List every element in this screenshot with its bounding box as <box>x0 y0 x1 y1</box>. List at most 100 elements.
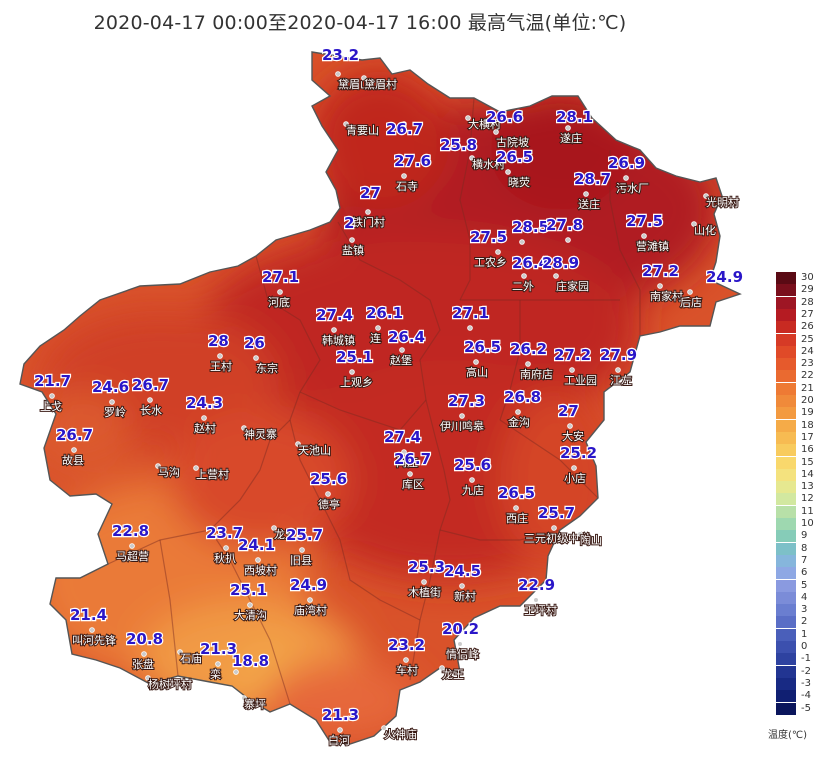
legend-swatch <box>776 530 796 543</box>
station-dot <box>295 441 301 447</box>
station-marker: 26.7 故县 <box>55 425 94 468</box>
legend-swatch <box>776 481 796 494</box>
station-dot <box>439 665 445 671</box>
station-name: 王村 <box>210 359 232 373</box>
legend-tick-label: 0 <box>801 641 808 652</box>
station-marker: 26 东宗 <box>243 333 279 376</box>
legend-swatch <box>776 567 796 580</box>
legend-tick-label: 28 <box>801 296 814 308</box>
station-dot <box>469 155 475 161</box>
station-name: 庙湾村 <box>294 603 327 617</box>
station-dot <box>623 175 629 181</box>
legend-tick-label: 4 <box>801 591 808 603</box>
station-marker: 黛眉村 <box>361 75 398 92</box>
station-marker: 20.2 情侣峰 <box>441 619 480 662</box>
legend-tick-label: 8 <box>801 542 808 554</box>
legend-swatch <box>776 554 796 567</box>
station-marker: 龙王 <box>271 525 297 542</box>
station-temperature: 2 <box>344 214 354 232</box>
legend-swatch <box>776 641 796 653</box>
station-marker: 27 铁门村 <box>351 183 386 230</box>
station-name: 寨坪 <box>244 697 266 711</box>
station-dot <box>349 369 355 375</box>
station-marker: 火神庙 <box>381 725 418 742</box>
station-dot <box>641 233 647 239</box>
station-marker: 上营村 <box>193 465 230 482</box>
legend-swatch <box>776 444 796 457</box>
station-name: 河底 <box>268 295 290 309</box>
station-temperature: 27.5 <box>626 212 663 230</box>
station-temperature: 25.6 <box>454 456 491 474</box>
station-temperature: 26.4 <box>512 254 549 272</box>
station-name: 情侣峰 <box>446 647 479 661</box>
station-temperature: 21.3 <box>322 706 359 724</box>
station-temperature: 26.7 <box>132 376 169 394</box>
station-dot <box>271 525 277 531</box>
station-name: 旧县 <box>290 554 312 567</box>
legend-swatch <box>776 665 796 678</box>
station-temperature: 27.2 <box>554 346 591 364</box>
station-marker: 22.8 马超营 <box>111 521 150 564</box>
station-dot <box>569 367 575 373</box>
station-temperature: 26.9 <box>608 154 645 172</box>
station-temperature: 27 <box>360 184 381 202</box>
station-marker: 24.3 赵村 <box>185 393 224 436</box>
station-name: 晓荧 <box>508 175 530 189</box>
station-dot <box>421 579 427 585</box>
station-name: 石庙 <box>180 651 202 665</box>
station-name: 栾 <box>210 667 221 681</box>
legend-tick-label: -3 <box>801 677 811 689</box>
station-marker: 22.9 王坪村 <box>517 575 558 618</box>
legend-tick-label: 17 <box>801 431 814 443</box>
station-marker: 21.3 栾 <box>199 639 238 682</box>
station-temperature: 24.6 <box>92 378 129 396</box>
station-marker: 25.8 <box>439 135 478 155</box>
station-name: 王坪村 <box>524 603 557 617</box>
station-temperature: 21.3 <box>200 640 237 658</box>
legend-tick-label: -1 <box>801 653 811 665</box>
station-dot <box>299 547 305 553</box>
station-marker: 陶山 <box>577 531 603 548</box>
station-name: 二外 <box>512 280 534 293</box>
station-name: 小店 <box>564 471 586 485</box>
station-temperature: 27.4 <box>316 306 353 324</box>
legend-swatch <box>776 505 796 518</box>
legend-swatch <box>776 518 796 530</box>
station-name: 山化 <box>694 223 716 237</box>
station-name: 陶山 <box>580 533 602 547</box>
legend-tick-label: 14 <box>801 468 814 480</box>
legend-tick-label: 27 <box>801 308 814 320</box>
station-dot <box>247 602 253 608</box>
station-temperature: 24.5 <box>444 562 481 580</box>
legend-tick-label: 26 <box>801 321 814 333</box>
station-name: 送庄 <box>578 197 600 211</box>
station-temperature: 25.2 <box>560 444 597 462</box>
station-marker: 27.5 营滩镇 <box>625 211 670 254</box>
station-dot <box>241 695 247 701</box>
station-name: 长水 <box>140 404 162 417</box>
station-marker: 27.1 河底 <box>261 267 300 310</box>
station-dot <box>615 367 621 373</box>
station-marker: 27.8 <box>545 215 584 243</box>
station-dot <box>109 399 115 405</box>
legend-tick-label: 29 <box>801 284 814 296</box>
legend-tick-label: -2 <box>801 665 811 677</box>
station-name: 西坡村 <box>244 563 277 577</box>
station-dot <box>223 545 229 551</box>
station-marker: 21.3 白河 <box>321 705 360 748</box>
station-name: 光明村 <box>706 195 739 209</box>
station-temperature: 28.5 <box>512 218 549 236</box>
station-marker: 26.5 西庄 <box>497 483 536 526</box>
legend-swatch <box>776 370 796 383</box>
station-temperature: 27 <box>558 402 579 420</box>
station-name: 车村 <box>396 663 418 677</box>
station-temperature: 26.8 <box>504 388 541 406</box>
station-temperature: 26.5 <box>464 338 501 356</box>
station-temperature: 25.1 <box>336 348 373 366</box>
station-dot <box>145 675 151 681</box>
station-marker: 26.5 晓荧 <box>495 147 534 190</box>
station-dot <box>147 397 153 403</box>
legend-tick-label: 15 <box>801 456 814 468</box>
station-dot <box>215 661 221 667</box>
